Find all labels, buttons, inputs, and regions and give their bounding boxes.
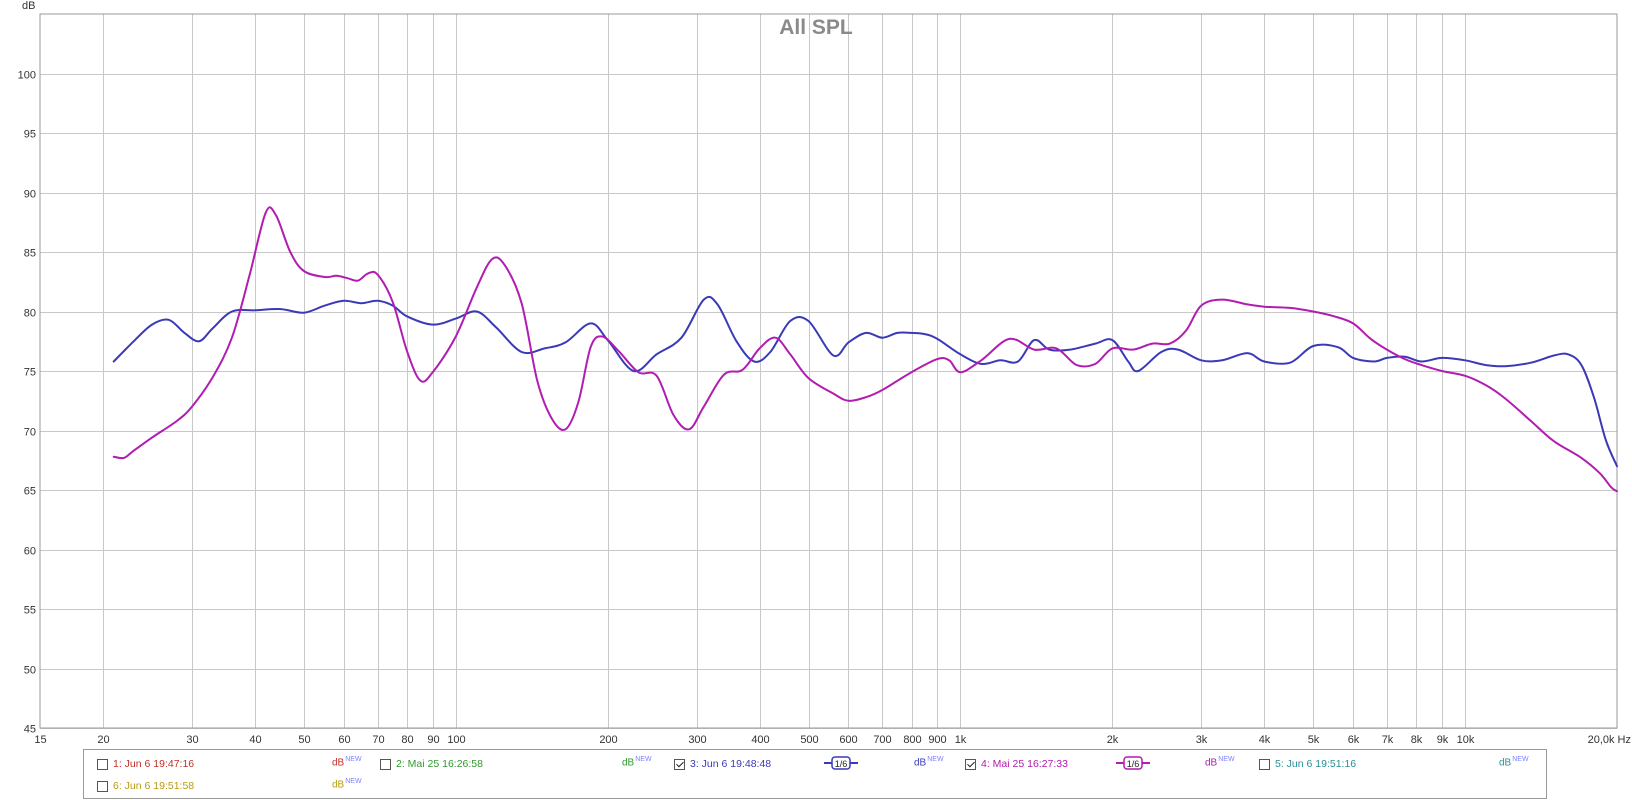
y-tick-label: 65 — [24, 486, 36, 498]
x-tick-label: 400 — [751, 734, 769, 746]
y-tick-label: 60 — [24, 546, 36, 558]
y-tick-label: 55 — [24, 605, 36, 617]
legend-label: 4: Mai 25 16:27:33 — [981, 758, 1068, 770]
legend-checkbox-4[interactable] — [965, 758, 976, 770]
x-tick-label: 40 — [249, 734, 261, 746]
y-tick-label: 100 — [18, 70, 36, 82]
legend-new-tag: NEW — [345, 756, 362, 763]
legend-db-unit[interactable]: dBNEW — [332, 778, 362, 790]
x-tick-label: 1k — [955, 734, 967, 746]
x-tick-label: 100 — [447, 734, 465, 746]
x-tick-label: 20,0k Hz — [1588, 734, 1631, 746]
smoothing-text: 1/6 — [1127, 759, 1140, 769]
x-tick-label: 30 — [186, 734, 198, 746]
x-tick-label: 50 — [298, 734, 310, 746]
legend-entry-4[interactable]: 4: Mai 25 16:27:33 — [965, 754, 1068, 774]
x-tick-label: 15 — [34, 734, 46, 746]
legend-entry-6[interactable]: 6: Jun 6 19:51:58 — [97, 776, 194, 796]
plot-frame — [39, 13, 1618, 729]
x-tick-label: 8k — [1411, 734, 1423, 746]
smoothing-box — [831, 756, 851, 770]
legend-db-text: dB — [914, 757, 927, 769]
legend-db-text: dB — [1205, 757, 1218, 769]
y-tick-label: 75 — [24, 367, 36, 379]
legend-label: 3: Jun 6 19:48:48 — [690, 758, 772, 770]
chart-title: All SPL — [779, 16, 853, 39]
y-tick-label: 90 — [24, 189, 36, 201]
legend-db-unit[interactable]: dBNEW — [622, 756, 652, 768]
x-tick-label: 200 — [599, 734, 617, 746]
legend-new-tag: NEW — [345, 778, 362, 785]
x-tick-label: 500 — [800, 734, 818, 746]
smoothing-badge-4[interactable]: 1/6 — [1116, 755, 1150, 771]
series-line-2 — [112, 206, 1618, 493]
grid-lines — [40, 14, 1617, 729]
legend-checkbox-6[interactable] — [97, 780, 108, 792]
x-tick-label: 10k — [1457, 734, 1475, 746]
x-tick-label: 3k — [1196, 734, 1208, 746]
legend-db-unit[interactable]: dBNEW — [332, 756, 362, 768]
spl-chart: 45 50 55 60 65 70 75 80 85 90 95 100 15 20 30 40 50 60 70… — [18, 0, 1631, 746]
series-lines — [112, 206, 1618, 493]
legend-new-tag: NEW — [1512, 756, 1529, 763]
x-tick-label: 300 — [688, 734, 706, 746]
y-tick-labels: 45 50 55 60 65 70 75 80 85 90 95 100 — [18, 70, 36, 736]
legend-checkbox-2[interactable] — [380, 758, 391, 770]
legend-db-text: dB — [332, 779, 345, 791]
legend-panel: 1: Jun 6 19:47:16 dBNEW 2: Mai 25 16:26:58… — [83, 749, 1547, 799]
legend-entry-3[interactable]: 3: Jun 6 19:48:48 — [674, 754, 771, 774]
x-tick-label: 600 — [839, 734, 857, 746]
series-line-1 — [112, 295, 1618, 468]
x-tick-label: 5k — [1308, 734, 1320, 746]
x-tick-label: 60 — [338, 734, 350, 746]
legend-db-unit[interactable]: dBNEW — [914, 756, 944, 768]
y-tick-label: 95 — [24, 129, 36, 141]
legend-entry-2[interactable]: 2: Mai 25 16:26:58 — [380, 754, 483, 774]
x-tick-label: 700 — [873, 734, 891, 746]
legend-new-tag: NEW — [1218, 756, 1235, 763]
legend-db-text: dB — [332, 757, 345, 769]
legend-entry-5[interactable]: 5: Jun 6 19:51:16 — [1259, 754, 1356, 774]
y-tick-label: 70 — [24, 427, 36, 439]
x-tick-label: 70 — [372, 734, 384, 746]
legend-new-tag: NEW — [635, 756, 652, 763]
legend-db-unit[interactable]: dBNEW — [1499, 756, 1529, 768]
legend-label: 6: Jun 6 19:51:58 — [113, 780, 195, 792]
legend-db-unit[interactable]: dBNEW — [1205, 756, 1235, 768]
x-tick-label: 7k — [1382, 734, 1394, 746]
legend-label: 5: Jun 6 19:51:16 — [1275, 758, 1357, 770]
x-tick-label: 80 — [401, 734, 413, 746]
legend-label: 2: Mai 25 16:26:58 — [396, 758, 483, 770]
y-tick-label: 80 — [24, 308, 36, 320]
legend-checkbox-3[interactable] — [674, 758, 685, 770]
legend-db-text: dB — [1499, 757, 1512, 769]
legend-checkbox-5[interactable] — [1259, 758, 1270, 770]
legend-db-text: dB — [622, 757, 635, 769]
x-tick-label: 4k — [1259, 734, 1271, 746]
x-tick-label: 2k — [1107, 734, 1119, 746]
legend-new-tag: NEW — [927, 756, 944, 763]
legend-label: 1: Jun 6 19:47:16 — [113, 758, 195, 770]
legend-entry-1[interactable]: 1: Jun 6 19:47:16 — [97, 754, 194, 774]
smoothing-badge-3[interactable]: 1/6 — [824, 755, 858, 771]
y-tick-label: 50 — [24, 665, 36, 677]
smoothing-text: 1/6 — [835, 759, 848, 769]
smoothing-box — [1123, 756, 1143, 770]
x-tick-label: 9k — [1437, 734, 1449, 746]
x-tick-label: 800 — [903, 734, 921, 746]
y-tick-label: 85 — [24, 248, 36, 260]
y-tick-label: 45 — [24, 724, 36, 736]
y-axis-unit-label: dB — [22, 0, 35, 12]
x-tick-label: 900 — [928, 734, 946, 746]
legend-checkbox-1[interactable] — [97, 758, 108, 770]
x-tick-labels: 15 20 30 40 50 60 70 80 90 100 200 300 400 500 600 700 8… — [34, 734, 1631, 746]
x-tick-label: 6k — [1348, 734, 1360, 746]
x-tick-label: 90 — [427, 734, 439, 746]
x-tick-label: 20 — [97, 734, 109, 746]
